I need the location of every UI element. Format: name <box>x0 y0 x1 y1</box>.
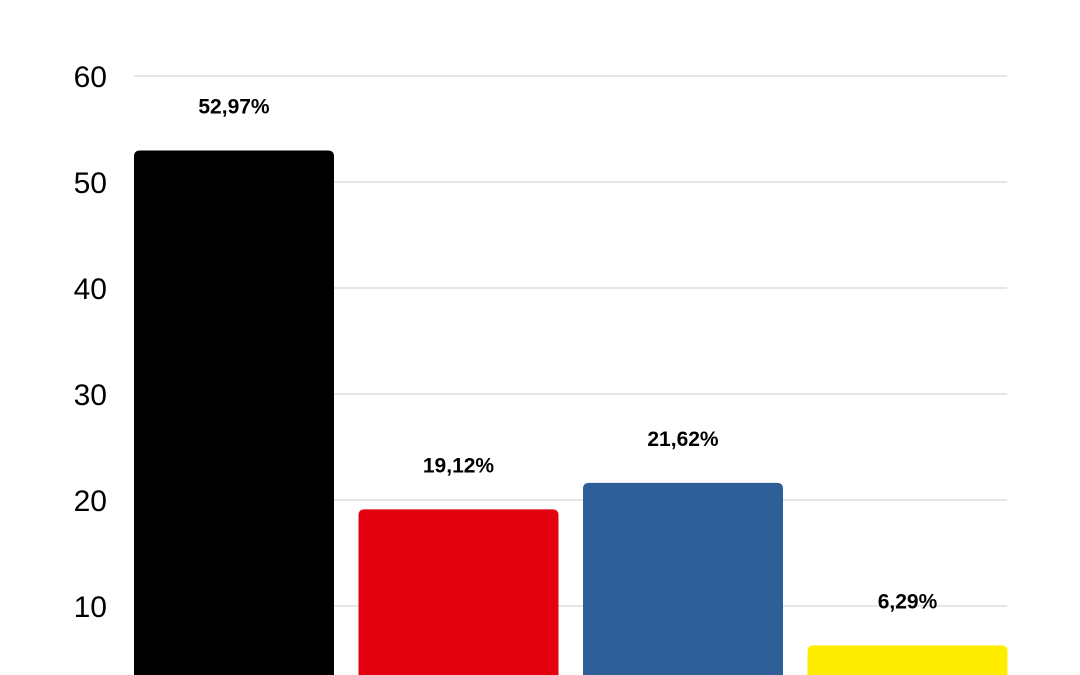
data-labels: 52,97% 19,12% 21,62% 6,29% <box>198 96 937 614</box>
y-tick-label: 50 <box>74 167 107 200</box>
y-tick-label: 10 <box>74 591 107 624</box>
data-label: 52,97% <box>198 96 270 119</box>
y-tick-label: 60 <box>74 61 107 94</box>
bar <box>358 509 559 675</box>
data-label: 19,12% <box>423 454 495 477</box>
y-tick-label: 40 <box>74 273 107 306</box>
bar <box>807 645 1008 675</box>
y-tick-label: 30 <box>74 379 107 412</box>
y-tick-label: 20 <box>74 485 107 518</box>
bar <box>583 482 783 675</box>
bar <box>134 150 334 675</box>
bars <box>134 150 1008 675</box>
data-label: 6,29% <box>878 590 938 613</box>
y-axis: 10 20 30 40 50 60 <box>74 61 107 624</box>
data-label: 21,62% <box>647 428 719 451</box>
